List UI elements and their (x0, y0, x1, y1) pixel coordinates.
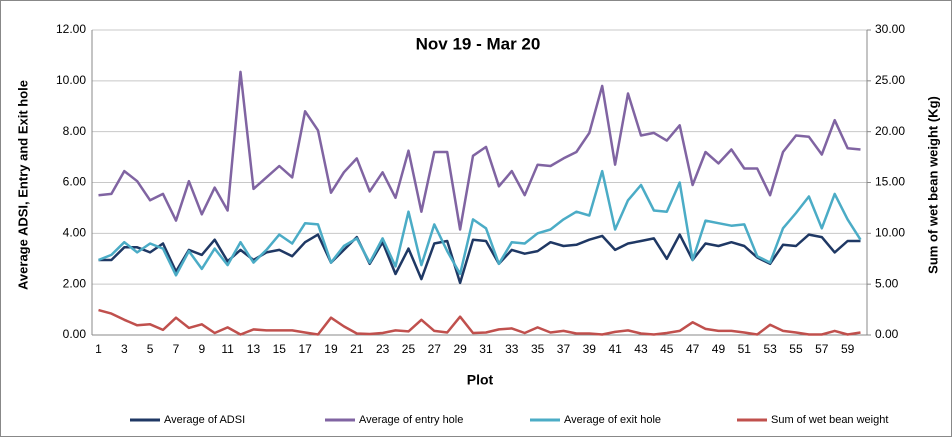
x-tick-label: 9 (198, 342, 205, 356)
y-axis-title: Average ADSI, Entry and Exit hole (15, 80, 30, 290)
x-tick-label: 47 (686, 342, 700, 356)
y2-tick-label: 30.00 (875, 22, 905, 36)
x-tick-label: 49 (712, 342, 726, 356)
legend-label: Average of ADSI (164, 414, 245, 426)
series-line (98, 169, 862, 277)
x-tick-label: 11 (221, 342, 234, 356)
y-tick-label: 4.00 (63, 226, 87, 240)
x-tick-label: 25 (402, 342, 416, 356)
x-axis-title: Plot (467, 372, 494, 388)
chart-title: Nov 19 - Mar 20 (416, 34, 541, 53)
series-line (98, 233, 861, 285)
y-tick-label: 2.00 (63, 276, 87, 290)
x-tick-label: 19 (324, 342, 338, 356)
y2-axis-title: Sum of wet bean weight (Kg) (925, 96, 940, 274)
x-tick-label: 51 (738, 342, 752, 356)
x-tick-label: 13 (247, 342, 261, 356)
x-tick-label: 39 (583, 342, 597, 356)
x-tick-label: 3 (121, 342, 128, 356)
x-tick-label: 5 (147, 342, 154, 356)
x-tick-label: 27 (428, 342, 442, 356)
x-tick-label: 31 (479, 342, 493, 356)
x-tick-label: 29 (453, 342, 467, 356)
x-tick-label: 17 (298, 342, 312, 356)
x-tick-label: 1 (95, 342, 102, 356)
series-line (98, 308, 861, 336)
x-tick-label: 21 (350, 342, 364, 356)
x-tick-label: 43 (634, 342, 648, 356)
y2-tick-label: 20.00 (875, 124, 905, 138)
legend-label: Average of entry hole (359, 414, 463, 426)
x-tick-label: 57 (815, 342, 829, 356)
x-tick-label: 55 (789, 342, 803, 356)
legend-label: Average of exit hole (564, 414, 661, 426)
legend-label: Sum of wet bean weight (771, 414, 888, 426)
y-tick-label: 0.00 (63, 327, 87, 341)
x-tick-label: 53 (763, 342, 777, 356)
y2-tick-label: 0.00 (875, 327, 899, 341)
x-tick-label: 37 (557, 342, 571, 356)
x-tick-label: 33 (505, 342, 519, 356)
series-line (98, 70, 861, 231)
x-tick-label: 7 (173, 342, 180, 356)
y-tick-label: 10.00 (56, 73, 86, 87)
x-tick-label: 35 (531, 342, 545, 356)
y-tick-label: 12.00 (56, 22, 86, 36)
x-tick-label: 59 (841, 342, 855, 356)
x-tick-label: 23 (376, 342, 390, 356)
y2-tick-label: 10.00 (875, 226, 905, 240)
x-tick-label: 45 (660, 342, 674, 356)
y2-tick-label: 25.00 (875, 73, 905, 87)
y-tick-label: 8.00 (63, 124, 87, 138)
y2-tick-label: 5.00 (875, 276, 899, 290)
y2-tick-label: 15.00 (875, 175, 905, 189)
x-tick-label: 15 (273, 342, 287, 356)
y-tick-label: 6.00 (63, 175, 87, 189)
x-tick-label: 41 (608, 342, 622, 356)
